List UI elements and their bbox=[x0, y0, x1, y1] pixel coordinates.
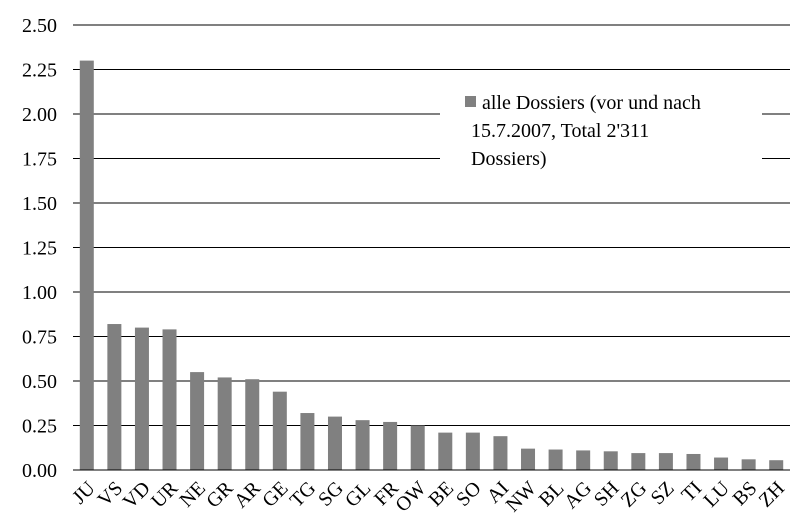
bar-ow bbox=[410, 425, 425, 470]
bars bbox=[79, 60, 784, 470]
y-tick-labels: 0.00 0.25 0.50 0.75 1.00 1.25 1.50 1.75 2.00 2.25… bbox=[22, 15, 57, 482]
bar-be bbox=[438, 432, 453, 470]
y-tick-label: 2.00 bbox=[22, 104, 57, 126]
y-tick-label: 0.75 bbox=[22, 327, 57, 349]
bar-vd bbox=[134, 327, 149, 470]
legend-text-line-3: Dossiers) bbox=[471, 148, 547, 170]
y-tick-label: 1.25 bbox=[22, 238, 57, 260]
legend-text-line-2: 15.7.2007, Total 2'311 bbox=[471, 120, 649, 142]
bar-vs bbox=[107, 324, 122, 470]
bar-ne bbox=[190, 372, 205, 470]
bar-fr bbox=[383, 421, 398, 470]
x-tick-label: SZ bbox=[647, 477, 679, 509]
bar-gr bbox=[217, 377, 232, 470]
bar-ar bbox=[245, 379, 260, 470]
legend: alle Dossiers (vor und nach 15.7.2007, To… bbox=[440, 80, 762, 188]
y-tick-label: 0.50 bbox=[22, 371, 57, 393]
bar-zg bbox=[631, 453, 646, 470]
bar-sz bbox=[658, 453, 673, 470]
bar-ag bbox=[576, 450, 591, 470]
y-tick-label: 1.50 bbox=[22, 193, 57, 215]
x-tick-label: SO bbox=[452, 477, 486, 511]
bar-nw bbox=[521, 448, 536, 470]
x-tick-labels: JUVSVDURNEGRARGETGSGGLFROWBESOAINWBLAGSH… bbox=[68, 477, 789, 517]
legend-background bbox=[440, 80, 762, 188]
bar-tg bbox=[300, 413, 315, 470]
bar-ju bbox=[79, 60, 94, 470]
y-tick-label: 1.75 bbox=[22, 149, 57, 171]
x-tick-label: TI bbox=[677, 477, 706, 506]
legend-swatch bbox=[465, 96, 476, 107]
y-tick-label: 1.00 bbox=[22, 282, 57, 304]
bar-sh bbox=[603, 451, 618, 470]
bar-zh bbox=[769, 460, 784, 470]
bar-ur bbox=[162, 329, 177, 470]
bar-lu bbox=[714, 457, 729, 470]
legend-text-line-1: alle Dossiers (vor und nach bbox=[482, 92, 701, 114]
y-tick-label: 2.50 bbox=[22, 15, 57, 37]
bar-ai bbox=[493, 436, 508, 470]
y-tick-label: 0.00 bbox=[22, 460, 57, 482]
bar-ti bbox=[686, 453, 701, 470]
bar-sg bbox=[327, 416, 342, 470]
bar-bl bbox=[548, 449, 563, 470]
y-tick-label: 2.25 bbox=[22, 60, 57, 82]
bar-gl bbox=[355, 420, 370, 470]
y-tick-label: 0.25 bbox=[22, 416, 57, 438]
bar-ge bbox=[272, 391, 287, 470]
x-tick-label: ZH bbox=[755, 477, 789, 511]
bar-bs bbox=[741, 459, 756, 470]
bar-so bbox=[465, 432, 480, 470]
